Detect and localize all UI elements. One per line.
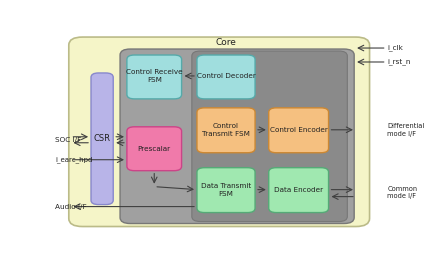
Text: CSR: CSR [93,134,110,143]
FancyBboxPatch shape [269,108,329,153]
Text: Data Transmit
FSM: Data Transmit FSM [201,183,251,197]
Text: i_clk: i_clk [387,45,403,51]
Text: Core: Core [216,38,236,47]
Text: i_earc_hpd: i_earc_hpd [55,156,93,163]
Text: Data Encoder: Data Encoder [274,187,323,193]
FancyBboxPatch shape [269,168,329,213]
Text: Control Decoder: Control Decoder [197,73,255,79]
FancyBboxPatch shape [127,127,182,171]
Text: i_rst_n: i_rst_n [387,59,411,65]
FancyBboxPatch shape [69,37,370,227]
Text: Control Encoder: Control Encoder [269,127,327,133]
Text: SOC I/F: SOC I/F [55,137,82,143]
Text: Control Receive
FSM: Control Receive FSM [126,69,183,83]
Text: Control
Transmit FSM: Control Transmit FSM [202,123,250,137]
FancyBboxPatch shape [120,49,354,224]
FancyBboxPatch shape [197,108,255,153]
Text: Prescalar: Prescalar [138,146,171,152]
FancyBboxPatch shape [197,168,255,213]
Text: Audio I/F: Audio I/F [55,204,87,210]
FancyBboxPatch shape [192,51,348,221]
FancyBboxPatch shape [91,73,113,205]
FancyBboxPatch shape [127,55,182,99]
Text: Common
mode I/F: Common mode I/F [387,186,418,199]
Text: Differential
mode I/F: Differential mode I/F [387,123,425,136]
FancyBboxPatch shape [197,55,255,99]
